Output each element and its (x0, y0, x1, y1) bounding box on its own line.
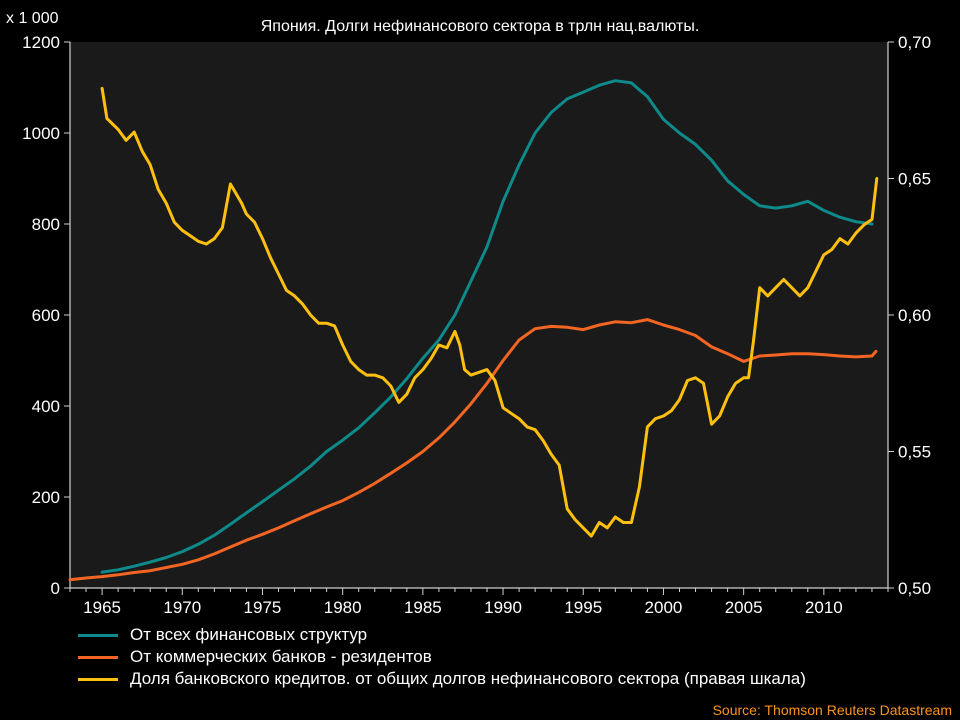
legend-item-share: Доля банковского кредитов. от общих долг… (78, 668, 806, 690)
x-tick-label: 1995 (564, 598, 602, 617)
x-tick-label: 1985 (404, 598, 442, 617)
legend-item-financial: От всех финансовых структур (78, 624, 806, 646)
chart-title: Япония. Долги нефинансового сектора в тр… (261, 18, 700, 35)
y-tick-label-left: 600 (32, 306, 60, 325)
x-tick-label: 2005 (725, 598, 763, 617)
y-tick-label-left: 1200 (22, 33, 60, 52)
x-tick-label: 1970 (163, 598, 201, 617)
y-tick-label-left: 800 (32, 215, 60, 234)
legend-swatch (78, 655, 118, 659)
legend-label: От всех финансовых структур (130, 625, 368, 644)
series-lines (68, 79, 879, 582)
legend-swatch (78, 677, 118, 681)
y-tick-label-left: 200 (32, 488, 60, 507)
axes: 0 200 400 600 800 1000 1200 0,50 0,55 0,60 0,65 0,7… (22, 33, 931, 617)
y-tick-label-right: 0,65 (898, 170, 931, 189)
y-tick-label-left: 1000 (22, 124, 60, 143)
x-tick-label: 1975 (244, 598, 282, 617)
x-tick-label: 1980 (324, 598, 362, 617)
x-tick-label: 2000 (645, 598, 683, 617)
y-tick-label-left: 0 (51, 579, 60, 598)
y-unit-label: x 1 000 (6, 10, 59, 27)
legend-label: Доля банковского кредитов. от общих долг… (130, 669, 806, 688)
y-tick-label-right: 0,50 (898, 579, 931, 598)
plot-area (70, 42, 888, 588)
legend-label: От коммерческих банков - резидентов (130, 647, 432, 666)
y-tick-label-right: 0,55 (898, 443, 931, 462)
x-tick-label: 1990 (484, 598, 522, 617)
legend-swatch (78, 633, 118, 637)
series-line-0 (100, 79, 874, 574)
x-tick-label: 1965 (83, 598, 121, 617)
x-tick-label: 2010 (805, 598, 843, 617)
y-tick-label-left: 400 (32, 397, 60, 416)
legend: От всех финансовых структур От коммерчес… (78, 624, 806, 690)
legend-item-banks: От коммерческих банков - резидентов (78, 646, 806, 668)
y-tick-label-right: 0,70 (898, 33, 931, 52)
source-note: Source: Thomson Reuters Datastream (712, 702, 952, 718)
series-line-2 (100, 86, 879, 538)
y-tick-label-right: 0,60 (898, 306, 931, 325)
